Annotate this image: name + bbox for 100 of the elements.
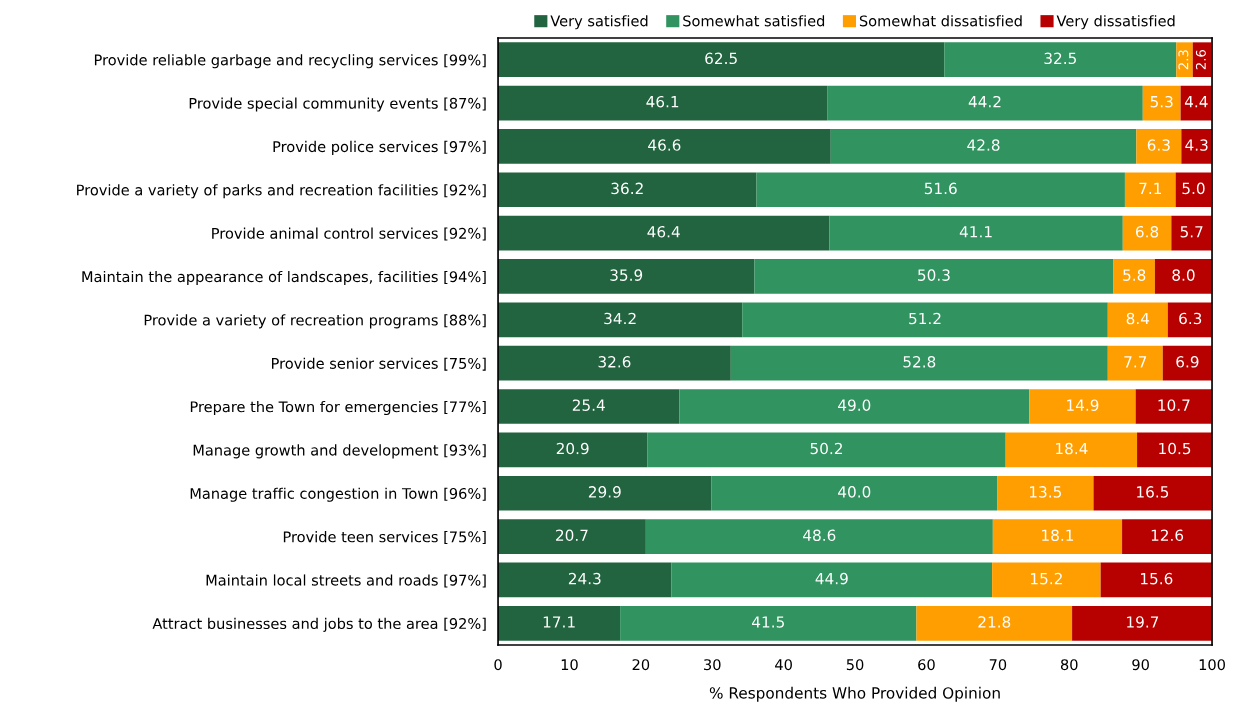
bar [1072, 605, 1213, 641]
bar [754, 259, 1114, 294]
bar [1181, 129, 1213, 164]
x-tick-label: 50 [846, 659, 864, 671]
data-label: 40.0 [838, 486, 871, 498]
x-tick-label: 70 [989, 659, 1007, 671]
bar [498, 85, 828, 121]
legend-label: Very dissatisfied [1056, 15, 1175, 30]
data-label: 15.2 [1031, 572, 1062, 585]
bar [498, 605, 621, 641]
x-tick-label: 100 [1199, 659, 1225, 671]
bar [1029, 389, 1136, 424]
x-tick-label: 10 [561, 659, 578, 671]
bar [1167, 302, 1213, 338]
data-label: 12.6 [1151, 529, 1184, 542]
data-label: 20.9 [556, 442, 589, 455]
data-label: 4.4 [1184, 96, 1208, 108]
data-label: 7.1 [1139, 182, 1162, 194]
data-label: 41.1 [959, 226, 992, 238]
bar [1107, 302, 1168, 338]
data-label: 51.2 [909, 312, 941, 325]
data-label: 44.9 [815, 572, 848, 585]
bar [1142, 85, 1181, 121]
bar [671, 562, 993, 598]
x-tick-label: 20 [632, 659, 650, 671]
bar [498, 302, 743, 338]
x-axis-title: % Respondents Who Provided Opinion [709, 686, 1000, 702]
data-label: 17.1 [543, 616, 575, 628]
bar [1135, 389, 1213, 424]
data-label: 24.3 [568, 572, 601, 585]
bar [742, 302, 1108, 338]
bar [498, 432, 648, 468]
data-label: 18.4 [1056, 442, 1088, 455]
data-label: 2.6 [1195, 50, 1206, 70]
x-tick-label: 90 [1132, 659, 1149, 671]
y-tick-label: Manage traffic congestion in Town [96%] [190, 487, 486, 502]
data-label: 4.3 [1185, 139, 1208, 151]
y-tick-label: Maintain local streets and roads [97%] [206, 574, 486, 588]
y-tick-label: Provide a variety of parks and recreation facilities [92%] [77, 184, 486, 199]
bar [1137, 432, 1213, 468]
bar [498, 129, 831, 164]
bar [498, 42, 945, 78]
data-label: 36.2 [611, 182, 643, 195]
bar [645, 519, 993, 554]
y-tick-label: Provide animal control services [92%] [212, 227, 486, 241]
data-label: 5.0 [1182, 182, 1205, 195]
data-label: 6.3 [1147, 139, 1170, 151]
data-label: 6.3 [1179, 312, 1202, 325]
data-label: 6.8 [1135, 225, 1159, 238]
bar [992, 519, 1123, 554]
y-tick-label: Provide senior services [75%] [272, 357, 486, 371]
data-label: 41.5 [752, 616, 784, 628]
data-label: 44.2 [968, 95, 1001, 108]
data-label: 5.3 [1150, 95, 1173, 108]
data-label: 16.5 [1137, 486, 1169, 498]
data-label: 46.4 [647, 225, 680, 238]
y-tick-label: Provide special community events [87%] [189, 97, 486, 112]
legend-label: Somewhat dissatisfied [859, 15, 1022, 27]
x-tick-label: 80 [1060, 659, 1078, 671]
data-label: 6.9 [1176, 356, 1199, 368]
data-label: 62.5 [705, 52, 737, 65]
bar [1124, 172, 1176, 208]
bar [916, 605, 1073, 641]
data-label: 10.7 [1158, 399, 1190, 411]
bar [830, 129, 1137, 164]
y-tick-label: Manage growth and development [93%] [193, 444, 486, 459]
data-label: 15.6 [1141, 572, 1173, 585]
y-tick-label: Attract businesses and jobs to the area [92%] [152, 617, 486, 632]
bar [756, 172, 1125, 208]
data-label: 50.3 [918, 269, 950, 281]
bar [498, 172, 757, 208]
data-label: 32.6 [598, 356, 631, 368]
bar [647, 432, 1006, 468]
y-tick-label: Provide reliable garbage and recycling services [99%] [94, 54, 486, 69]
data-label: 8.4 [1126, 312, 1150, 325]
bar [1100, 562, 1213, 598]
data-label: 7.7 [1124, 356, 1147, 368]
y-tick-label: Maintain the appearance of landscapes, facilities [94%] [82, 270, 486, 286]
data-label: 2.3 [1178, 50, 1189, 70]
data-label: 29.9 [588, 486, 621, 498]
y-tick-label: Provide a variety of recreation programs [88%] [144, 314, 486, 329]
bar [1192, 42, 1212, 78]
bar [730, 345, 1108, 381]
bar [1093, 475, 1212, 511]
data-label: 52.8 [903, 356, 936, 368]
data-label: 18.1 [1042, 529, 1074, 542]
bar [1122, 215, 1172, 251]
data-label: 49.0 [838, 399, 871, 411]
y-tick-label: Provide teen services [75%] [283, 531, 486, 545]
bar [997, 475, 1094, 511]
data-label: 19.7 [1127, 616, 1159, 628]
data-label: 25.4 [572, 399, 605, 411]
bar [1154, 259, 1213, 294]
bar [1162, 345, 1213, 381]
bar [620, 605, 917, 641]
bar [1171, 215, 1213, 251]
y-tick-label: Provide police services [97%] [273, 140, 486, 155]
data-label: 21.8 [978, 616, 1011, 628]
bar [1176, 42, 1193, 78]
data-label: 50.2 [810, 442, 842, 455]
